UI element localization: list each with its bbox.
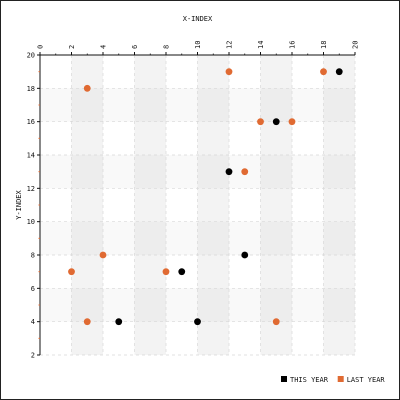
this-year-point: [115, 318, 123, 326]
y-tick-label: 6: [31, 285, 35, 293]
y-band: [40, 288, 355, 321]
x-tick-label: 14: [257, 41, 265, 49]
x-tick-label: 0: [37, 45, 45, 49]
last-year-point: [288, 118, 296, 126]
y-axis-title: Y-INDEX: [15, 189, 23, 219]
y-tick-label: 14: [27, 152, 35, 160]
x-tick-label: 4: [100, 45, 108, 49]
this-year-point: [225, 168, 233, 176]
last-year-point: [320, 68, 327, 76]
y-tick-label: 20: [27, 52, 35, 60]
x-band: [260, 55, 292, 355]
x-band: [134, 55, 166, 355]
legend-swatch-this-year: [281, 376, 287, 382]
last-year-point: [257, 118, 264, 126]
this-year-point: [272, 118, 280, 126]
x-band: [197, 55, 229, 355]
this-year-point: [335, 68, 343, 76]
last-year-point: [225, 68, 233, 76]
last-year-point: [241, 168, 249, 176]
y-tick-label: 10: [27, 218, 35, 226]
x-tick-label: 16: [289, 41, 297, 49]
this-year-point: [241, 251, 249, 259]
x-tick-label: 10: [194, 41, 202, 49]
legend-swatch-last-year: [337, 376, 344, 382]
legend-label-last-year: LAST YEAR: [347, 376, 386, 384]
y-tick-label: 8: [31, 252, 35, 260]
x-tick-label: 2: [68, 45, 76, 49]
this-year-point: [194, 318, 201, 326]
x-band: [71, 55, 103, 355]
last-year-point: [83, 318, 91, 326]
legend-label-this-year: THIS YEAR: [290, 376, 329, 384]
last-year-point: [162, 268, 170, 276]
x-tick-label: 20: [352, 41, 360, 49]
x-tick-label: 8: [163, 45, 171, 49]
this-year-point: [178, 268, 186, 276]
y-tick-label: 18: [27, 85, 35, 93]
x-tick-label: 18: [320, 41, 328, 49]
last-year-point: [99, 251, 107, 259]
x-tick-label: 6: [131, 45, 139, 49]
y-tick-label: 4: [31, 318, 35, 326]
last-year-point: [83, 84, 91, 92]
data-points: [68, 68, 343, 326]
x-axis-ticks: 0 2 4 6 8 10 12 14 16 18 20: [37, 41, 360, 55]
y-tick-label: 12: [27, 185, 35, 193]
x-axis-title: X-INDEX: [183, 15, 213, 23]
grid-lines: [39, 54, 356, 356]
last-year-point: [68, 268, 75, 276]
x-tick-label: 12: [226, 41, 234, 49]
last-year-point: [272, 318, 280, 326]
plot-background-bands: [40, 55, 355, 355]
x-band: [323, 55, 355, 355]
y-tick-label: 2: [31, 352, 35, 360]
legend: THIS YEAR LAST YEAR: [281, 376, 385, 384]
y-axis-ticks: 2 4 6 8 10 12 14 16 18 20: [27, 52, 40, 360]
y-tick-label: 16: [27, 118, 35, 126]
